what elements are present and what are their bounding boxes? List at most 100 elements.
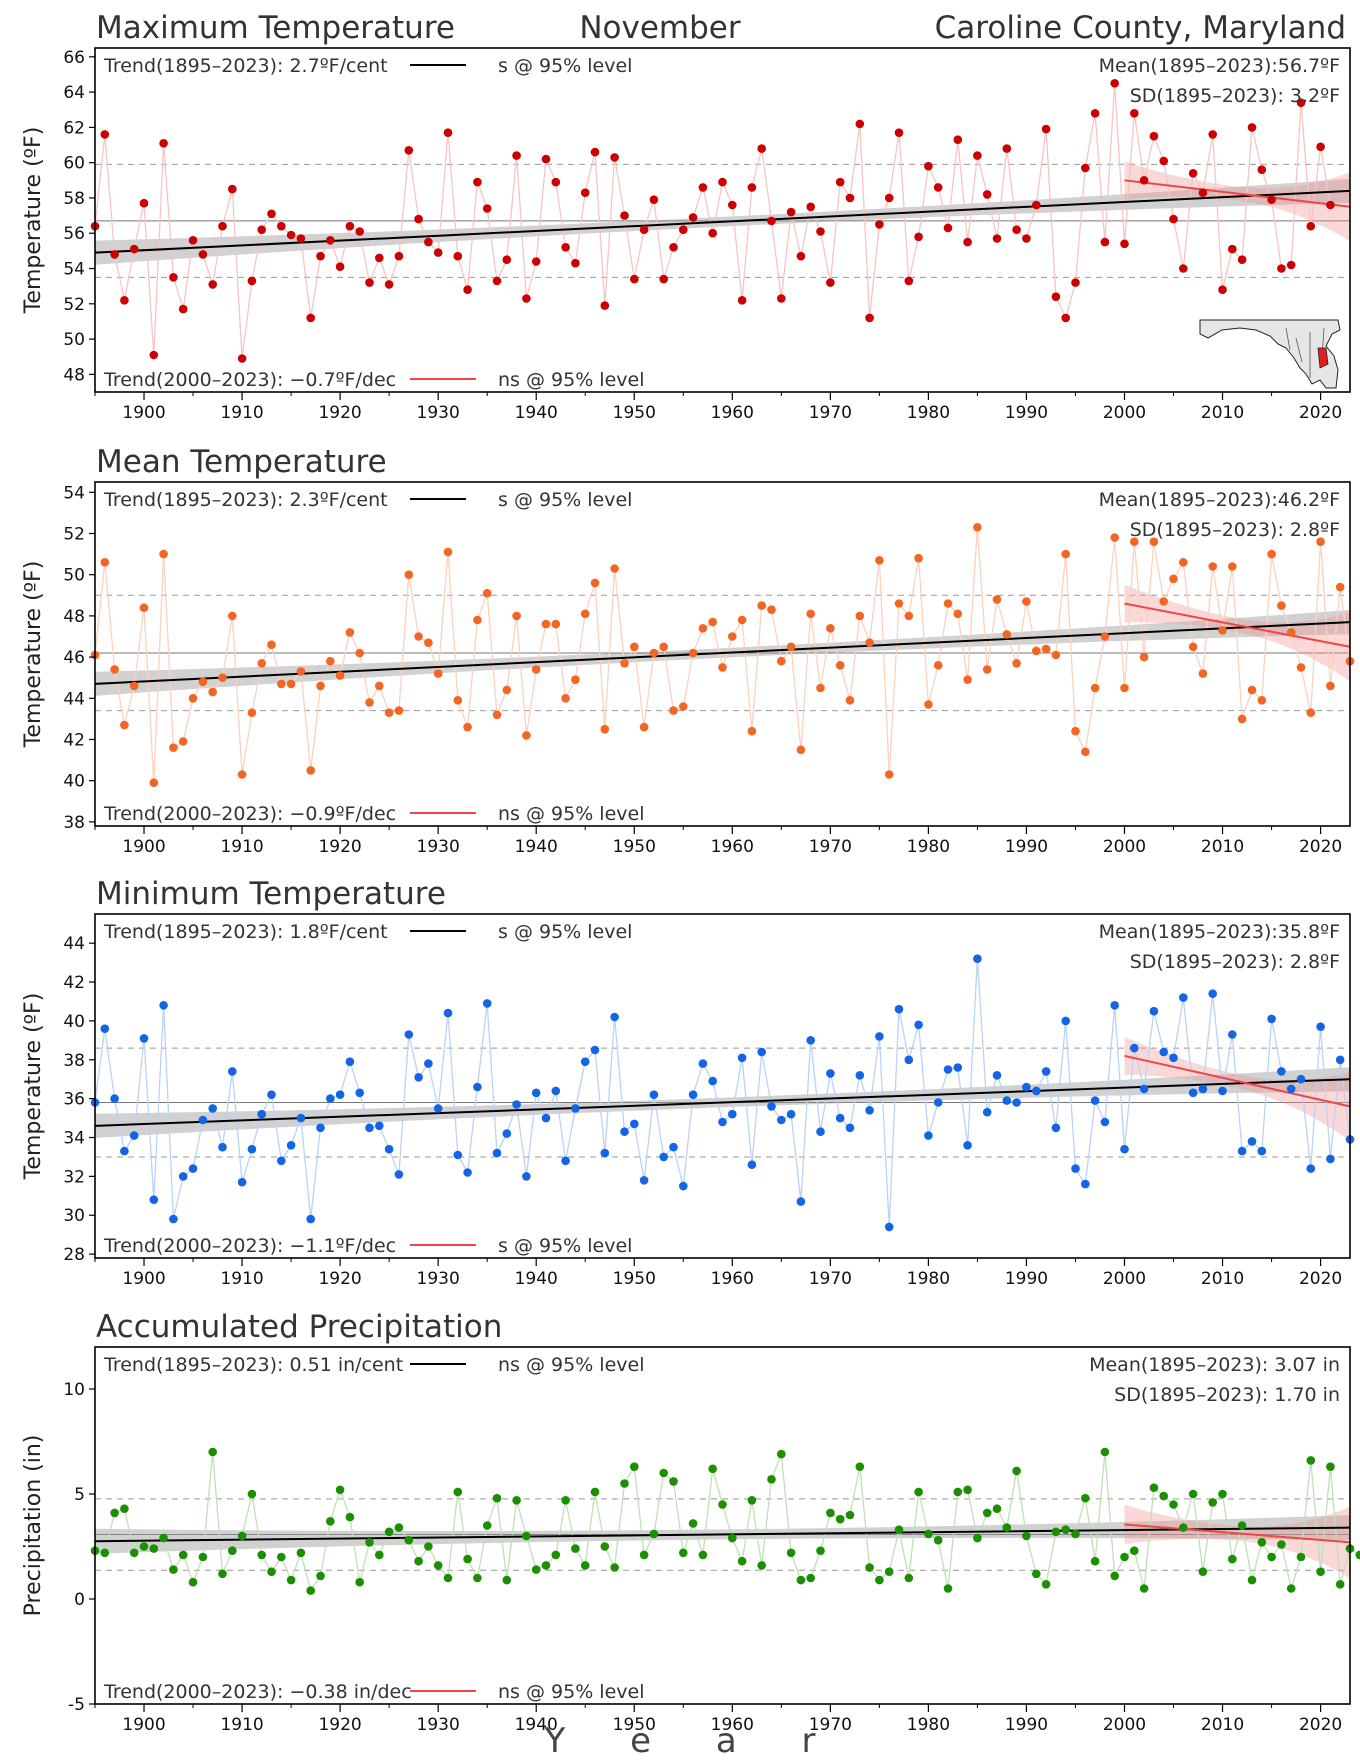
data-point [541,154,551,164]
data-point [679,702,688,711]
data-point [375,1121,384,1131]
data-point [345,628,355,637]
data-point [424,1542,433,1551]
data-point [816,227,825,236]
y-tick-label: 56 [63,224,85,244]
state-outline [1199,319,1341,389]
data-point [904,1573,914,1583]
x-tick-label: 1980 [907,837,950,857]
data-point [737,615,747,625]
x-tick-label: 1930 [417,1715,460,1735]
y-tick-label: 60 [63,154,85,174]
series-line [94,1451,1360,1593]
data-point [718,1117,727,1127]
x-tick-label: 1950 [613,1715,656,1735]
data-point [1237,714,1247,724]
data-point [855,611,865,621]
data-point [982,1508,992,1518]
data-point [845,696,855,705]
x-tick-label: 1990 [1005,1715,1048,1735]
y-tick-label: 54 [63,260,85,280]
data-point [1316,142,1325,152]
data-point [473,1082,482,1092]
data-point [1090,1556,1100,1566]
y-tick-label: 64 [63,83,85,103]
data-point [277,679,286,689]
data-point [669,1477,678,1486]
x-axis-label: Y e a r [543,1721,815,1760]
data-point [669,243,678,252]
data-point [355,648,365,658]
data-point [1081,163,1090,173]
data-point [835,1113,845,1123]
data-point [610,153,619,162]
data-point [933,183,943,192]
data-point [1002,630,1012,639]
x-tick-label: 1940 [515,837,558,857]
stats-mean-label: Mean(1895–2023):46.2ºF [1099,489,1340,511]
data-point [600,1542,610,1551]
data-point [1296,1074,1306,1084]
data-point [404,1030,414,1039]
data-point [1012,1466,1021,1476]
legend-trend-long-label: Trend(1895–2023): 2.7ºF/cent [103,55,388,77]
panel-title: Mean Temperature [96,444,387,480]
x-tick-label: 2000 [1103,1715,1146,1735]
data-point [139,1034,149,1043]
data-point [384,708,394,717]
data-point [1335,582,1345,592]
x-tick-label: 2020 [1299,1715,1342,1735]
legend-trend-long-label: Trend(1895–2023): 2.3ºF/cent [103,489,388,511]
x-tick-label: 2000 [1103,403,1146,423]
data-point [767,605,776,614]
data-point [718,663,727,672]
data-point [277,1552,286,1562]
y-tick-label: 62 [63,118,85,138]
data-point [404,1535,414,1545]
data-point [1218,1489,1227,1499]
data-point [590,578,600,588]
data-point [1188,1088,1198,1098]
data-point [786,1548,796,1558]
data-point [541,1561,551,1570]
y-axis-label: Temperature (ºF) [21,993,46,1181]
data-point [1081,1179,1090,1189]
y-axis-label: Temperature (ºF) [21,561,46,749]
x-tick-label: 1990 [1005,1269,1048,1289]
data-point [659,274,668,284]
data-point [571,258,580,268]
data-point [1071,278,1080,287]
data-point [1149,537,1159,546]
data-point [296,234,306,243]
figure-title-right: Caroline County, Maryland [935,10,1346,46]
data-point [992,1504,1002,1513]
data-point [1071,1164,1080,1173]
data-point [1306,708,1316,717]
data-point [884,770,894,779]
data-point [1286,628,1296,637]
data-point [414,632,423,641]
data-point [1208,562,1217,571]
data-point [1179,1523,1188,1532]
panel-title: Accumulated Precipitation [96,1309,502,1345]
data-point [1012,659,1021,668]
data-point [835,177,845,187]
data-point [502,685,512,695]
data-point [1326,1154,1335,1164]
data-point [1198,1567,1208,1576]
trend-recent-ci-band [1124,584,1350,682]
stats-mean-label: Mean(1895–2023):35.8ºF [1099,921,1340,943]
data-point [963,237,972,247]
x-tick-label: 2000 [1103,837,1146,857]
data-point [924,161,933,171]
data-point [414,214,423,224]
data-point [943,599,953,608]
data-point [1257,1538,1267,1547]
data-point [129,1548,139,1558]
y-tick-label: 5 [74,1485,85,1505]
data-point [1218,1086,1227,1096]
data-point [384,1527,394,1537]
legend-trend-recent-sig: s @ 95% level [498,1235,632,1257]
data-point [610,564,619,573]
legend-trend-recent-label: Trend(2000–2023): −0.9ºF/dec [103,803,396,825]
